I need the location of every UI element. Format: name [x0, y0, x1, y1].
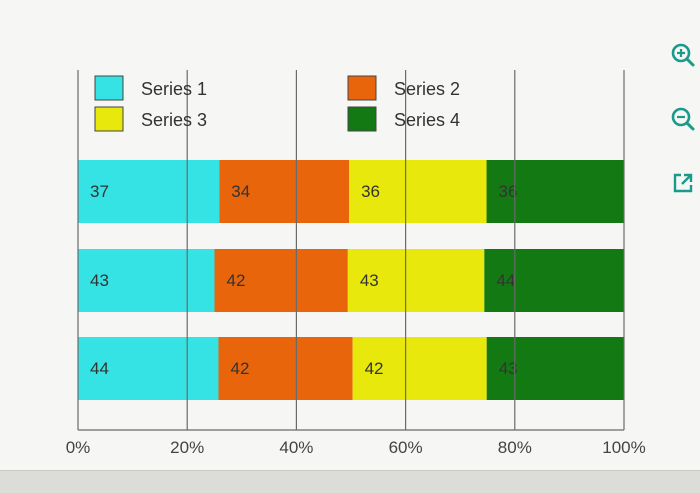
bar-segment — [78, 337, 219, 400]
bar-segment — [347, 249, 485, 312]
bar-segment — [486, 160, 624, 223]
x-tick-label: 40% — [279, 438, 313, 457]
x-tick-label: 80% — [498, 438, 532, 457]
data-label: 43 — [499, 359, 518, 378]
open-external-button[interactable] — [668, 168, 698, 198]
bar-segment — [484, 249, 624, 312]
legend-swatch — [347, 75, 377, 101]
x-tick-label: 20% — [170, 438, 204, 457]
data-label: 44 — [496, 271, 515, 290]
zoom-out-button[interactable] — [668, 104, 698, 134]
data-label: 37 — [90, 182, 109, 201]
x-tick-label: 0% — [66, 438, 91, 457]
bar-segment — [78, 249, 215, 312]
data-label: 43 — [360, 271, 379, 290]
legend-label: Series 4 — [394, 110, 460, 130]
legend-swatch — [94, 106, 124, 132]
zoom-in-icon — [671, 43, 695, 67]
data-label: 42 — [230, 359, 249, 378]
bar-segment — [218, 337, 353, 400]
data-label: 34 — [231, 182, 250, 201]
open-external-icon — [673, 173, 693, 193]
bottom-strip — [0, 470, 700, 493]
data-label: 42 — [227, 271, 246, 290]
x-tick-label: 60% — [389, 438, 423, 457]
bar-segment — [349, 160, 487, 223]
chart-panel: 37 34 36 36 43 42 43 44 44 42 42 43 0% 20% 40% 60% 80% 10… — [0, 0, 700, 470]
legend-swatch — [94, 75, 124, 101]
bar-segment — [78, 160, 220, 223]
legend-swatch — [347, 106, 377, 132]
bar-segment — [219, 160, 350, 223]
bar-segment — [352, 337, 487, 400]
bar-segment — [214, 249, 348, 312]
zoom-in-button[interactable] — [668, 40, 698, 70]
zoom-out-icon — [671, 107, 695, 131]
legend-label: Series 2 — [394, 79, 460, 99]
legend-label: Series 3 — [141, 110, 207, 130]
stacked-bar-chart: 37 34 36 36 43 42 43 44 44 42 42 43 0% 20% 40% 60% 80% 10… — [66, 70, 646, 457]
data-label: 44 — [90, 359, 109, 378]
data-label: 36 — [499, 182, 518, 201]
legend-label: Series 1 — [141, 79, 207, 99]
data-label: 43 — [90, 271, 109, 290]
bar-segment — [486, 337, 624, 400]
data-label: 42 — [365, 359, 384, 378]
data-label: 36 — [361, 182, 380, 201]
x-tick-label: 100% — [602, 438, 645, 457]
